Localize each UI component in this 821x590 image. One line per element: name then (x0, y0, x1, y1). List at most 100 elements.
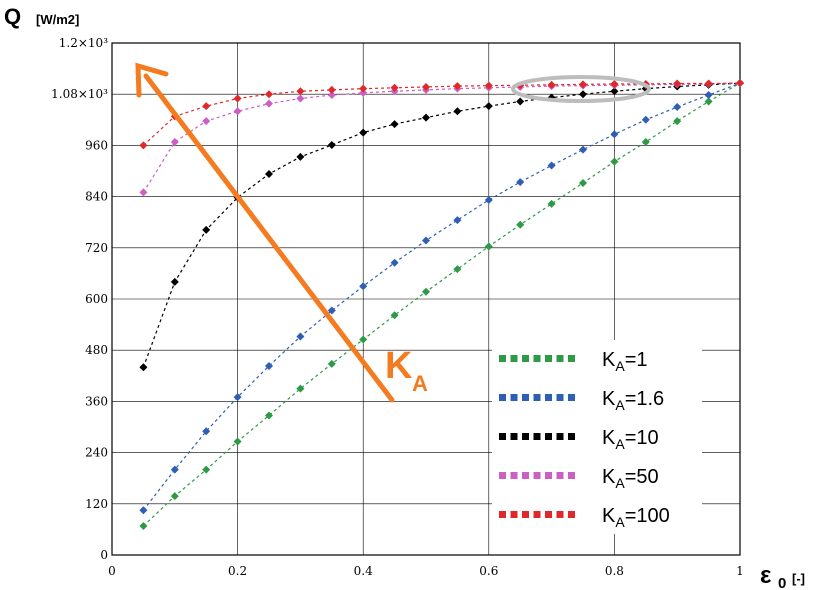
data-point (422, 236, 430, 245)
legend-item: KA=1 (499, 349, 648, 374)
data-point (390, 120, 399, 129)
data-point (327, 91, 336, 100)
legend-label: KA=10 (602, 427, 659, 452)
data-point (202, 465, 211, 474)
data-point (641, 115, 650, 124)
data-point (327, 359, 336, 368)
legend-swatch (545, 394, 552, 401)
legend-label: KA=1.6 (602, 388, 664, 413)
y-tick-label: 360 (85, 394, 108, 408)
data-point (422, 113, 430, 122)
data-point (233, 107, 242, 116)
series-4 (139, 79, 744, 150)
x-tick-label: 0.4 (354, 564, 373, 578)
legend-swatch (533, 355, 541, 362)
legend-swatch (556, 355, 564, 362)
legend-swatch (545, 511, 552, 518)
data-point (265, 90, 273, 99)
data-point (516, 220, 525, 229)
data-point (390, 311, 399, 320)
data-point (139, 521, 148, 530)
legend-item: KA=50 (499, 466, 659, 491)
series-2 (139, 79, 744, 372)
data-point (327, 306, 336, 315)
data-point (139, 506, 148, 515)
data-point (641, 137, 650, 146)
legend-label: KA=50 (602, 466, 659, 491)
x-axis-label-sub: 0 (778, 575, 786, 590)
data-point (327, 140, 336, 149)
data-point (673, 117, 682, 126)
y-tick-label: 480 (85, 343, 108, 357)
data-point (610, 157, 619, 166)
data-point (484, 242, 493, 251)
data-point (359, 282, 368, 291)
legend-swatch (568, 433, 575, 440)
data-point (233, 393, 242, 402)
legend-swatch (522, 433, 529, 440)
legend-swatch (522, 472, 529, 479)
data-point (704, 97, 713, 106)
data-point (265, 99, 273, 108)
data-point (610, 79, 619, 88)
legend-swatch (533, 511, 541, 518)
y-tick-label: 0 (100, 548, 108, 562)
legend-swatch (499, 355, 506, 362)
data-point (296, 332, 305, 341)
series-1 (139, 79, 744, 515)
series-line (142, 82, 741, 146)
data-point (579, 90, 587, 99)
y-tick-label: 960 (85, 138, 108, 152)
legend-swatch (556, 433, 564, 440)
ka-arrow (135, 62, 395, 403)
data-point (296, 384, 305, 393)
legend-swatch (510, 394, 518, 401)
data-point (390, 258, 399, 267)
legend-swatch (499, 394, 506, 401)
x-tick-label: 0 (108, 564, 116, 578)
data-point (453, 216, 462, 225)
y-tick-label: 600 (85, 292, 108, 306)
legend-swatch (556, 394, 564, 401)
data-point (233, 94, 242, 103)
data-point (296, 94, 305, 103)
data-point (453, 265, 462, 274)
legend-swatch (499, 433, 506, 440)
data-point (170, 492, 179, 501)
series-line (142, 82, 741, 511)
data-point (422, 287, 430, 296)
y-tick-label: 720 (85, 241, 108, 255)
x-tick-label: 0.2 (228, 564, 247, 578)
data-point (484, 102, 493, 111)
legend-swatch (499, 511, 506, 518)
plot-area-border (111, 42, 741, 556)
data-point (139, 363, 148, 372)
legend-swatch (510, 433, 518, 440)
legend-swatch (545, 472, 552, 479)
data-point (579, 145, 587, 154)
data-point (296, 87, 305, 96)
highlight-ellipse (511, 75, 651, 103)
legend-swatch (510, 355, 518, 362)
data-point (579, 80, 587, 89)
data-point (170, 137, 179, 146)
x-axis-unit: [-] (792, 571, 805, 586)
data-point (265, 169, 273, 178)
y-tick-label: 1.08×10³ (51, 87, 108, 101)
legend-swatch (545, 355, 552, 362)
data-point (484, 196, 493, 205)
series-3 (139, 79, 744, 197)
legend-swatch (568, 355, 575, 362)
series-line (142, 82, 741, 527)
data-point (296, 152, 305, 161)
data-point (610, 87, 619, 96)
x-tick-label: 0.8 (605, 564, 624, 578)
y-tick-label: 240 (85, 446, 108, 460)
data-point (265, 411, 273, 420)
data-point (359, 88, 368, 97)
legend-swatch (510, 511, 518, 518)
data-point (202, 102, 211, 111)
data-point (202, 225, 211, 234)
data-point (516, 97, 525, 106)
